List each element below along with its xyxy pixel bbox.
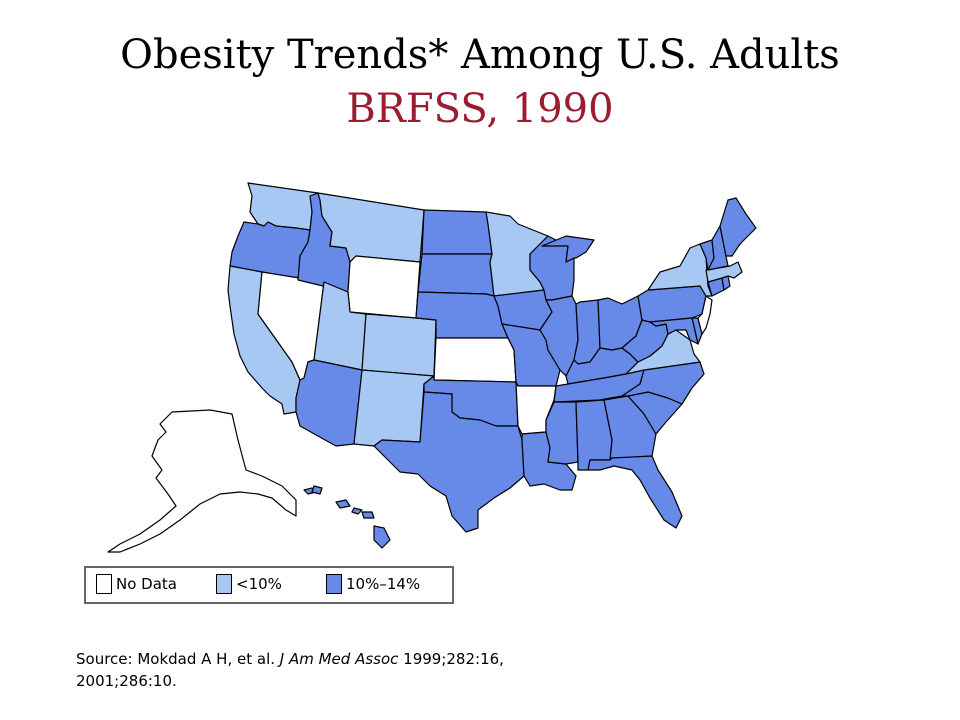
- state-nj: [697, 295, 713, 335]
- legend-label-no-data: No Data: [116, 575, 177, 593]
- legend-swatch-10-14: [326, 574, 342, 594]
- slide-title: Obesity Trends* Among U.S. Adults BRFSS,…: [0, 28, 960, 136]
- state-mi: [541, 235, 595, 263]
- state-co: [361, 313, 437, 377]
- state-nd: [421, 209, 493, 255]
- legend-swatch-no-data: [96, 574, 112, 594]
- state-ak: [107, 409, 297, 553]
- legend-label-lt10: <10%: [236, 575, 282, 593]
- state-il: [539, 295, 579, 377]
- source-journal: J Am Med Assoc: [279, 650, 399, 668]
- state-hi-6: [373, 525, 391, 549]
- state-hi-5: [361, 511, 375, 519]
- state-me: [719, 197, 757, 257]
- source-citation: Source: Mokdad A H, et al. J Am Med Asso…: [76, 648, 716, 692]
- source-prefix: Source: Mokdad A H, et al.: [76, 650, 280, 668]
- legend-label-10-14: 10%–14%: [346, 575, 421, 593]
- legend-swatch-lt10: [216, 574, 232, 594]
- state-ks: [433, 337, 517, 383]
- state-az: [295, 359, 363, 447]
- state-pa: [637, 285, 707, 323]
- state-nc: [621, 361, 705, 405]
- state-wa: [247, 182, 321, 231]
- state-fl: [587, 455, 683, 529]
- states-layer: [107, 182, 757, 553]
- state-sd: [417, 253, 495, 297]
- source-line2: 2001;286:10.: [76, 672, 177, 690]
- title-subtitle: BRFSS, 1990: [346, 86, 614, 132]
- state-hi-2: [311, 485, 323, 495]
- state-wy: [347, 255, 421, 319]
- source-suffix: 1999;282:16,: [398, 650, 504, 668]
- state-ma: [705, 261, 743, 283]
- title-main: Obesity Trends* Among U.S. Adults: [120, 32, 840, 78]
- state-tx: [373, 391, 525, 533]
- state-hi-3: [335, 499, 351, 509]
- state-hi-4: [351, 507, 363, 515]
- state-ms: [545, 401, 579, 465]
- map-legend: No Data <10% 10%–14%: [84, 566, 454, 604]
